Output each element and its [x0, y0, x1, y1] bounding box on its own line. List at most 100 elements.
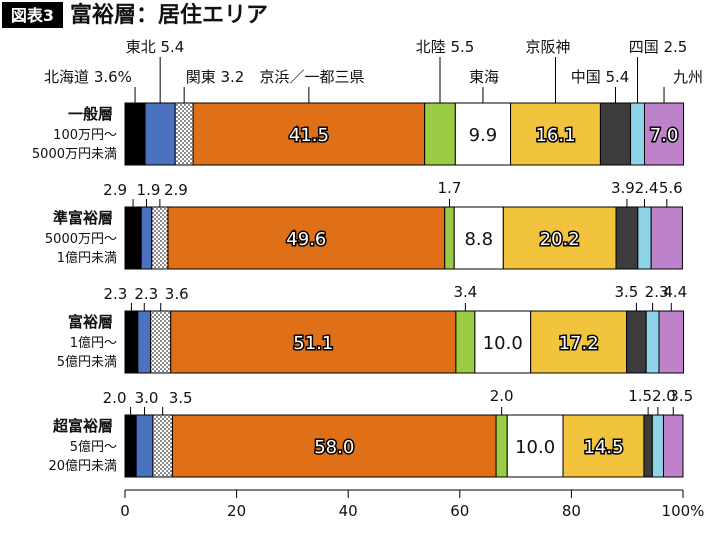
category-label: 超富裕層	[52, 417, 113, 435]
bar-segment-keihanshin	[562, 414, 645, 478]
bar-value-label: 2.3	[645, 283, 669, 301]
bar-value-label: 16.1	[535, 125, 575, 146]
bar-segment-keihanshin	[510, 102, 601, 166]
category-label: 一般層	[68, 105, 113, 123]
bar-segment-hokkaido	[124, 206, 142, 270]
bar-segment-kanto	[151, 206, 169, 270]
bar-value-label: 41.5	[289, 125, 329, 146]
legend-label-chugoku: 中国 5.4	[571, 68, 630, 86]
bar-value-label: 3.9	[611, 179, 635, 197]
bar-segment-tohoku	[144, 102, 176, 166]
bar-segment-kyushu	[658, 310, 685, 374]
bar-value-label: 20.2	[540, 229, 580, 250]
bar-value-label: 3.5	[669, 387, 693, 405]
chart-header: 図表3 富裕層：居住エリア	[2, 2, 268, 28]
bar-segment-hokkaido	[124, 102, 146, 166]
x-axis-tick-label: 20	[227, 502, 246, 520]
bar-value-label: 2.9	[103, 181, 127, 199]
category-sublabel: 5億円未満	[57, 354, 117, 370]
legend-label-shikoku: 四国 2.5	[629, 38, 688, 56]
bar-value-label: 2.4	[635, 179, 659, 197]
bar-value-label: 2.0	[652, 387, 676, 405]
bar-segment-kanto	[150, 310, 172, 374]
bar-segment-hokkaido	[124, 310, 139, 374]
bar-segment-tokai	[453, 206, 504, 270]
bar-value-label: 4.4	[663, 283, 687, 301]
bar-segment-chugoku	[626, 310, 647, 374]
x-axis-tick-label: 0	[120, 502, 130, 520]
bar-value-label: 2.3	[103, 285, 127, 303]
bar-value-label: 9.9	[469, 125, 498, 146]
legend-label-keihanshin: 京阪神	[525, 38, 570, 56]
bar-value-label: 2.0	[103, 389, 127, 407]
legend-label-tokai: 東海	[469, 68, 499, 86]
bar-value-label: 1.7	[438, 179, 462, 197]
category-label: 富裕層	[68, 313, 113, 331]
bar-segment-shikoku	[645, 310, 660, 374]
bar-segment-hokuriku	[495, 414, 508, 478]
category-sublabel: 5億円～	[70, 439, 117, 455]
bar-segment-shikoku	[651, 414, 664, 478]
bar-value-label: 14.5	[583, 437, 623, 458]
bar-segment-keihin	[171, 414, 497, 478]
category-label: 準富裕層	[53, 209, 113, 227]
plot-area: 41.5 9.9 16.1 7.0 一般層 100万円～ 5000万円未満 49.6 8.8 20…	[32, 38, 705, 520]
bar-segment-keihanshin	[530, 310, 628, 374]
bar-value-label: 1.5	[628, 387, 652, 405]
legend-label-hokkaido: 北海道 3.6%	[44, 68, 132, 86]
bar-segment-chugoku	[643, 414, 653, 478]
bar-segment-hokkaido	[124, 414, 137, 478]
bar-value-label: 10.0	[483, 333, 523, 354]
bar-value-label: 3.5	[614, 283, 638, 301]
bar-value-label: 58.0	[314, 437, 354, 458]
bar-value-label: 2.0	[490, 387, 514, 405]
x-axis-tick-label: 40	[339, 502, 358, 520]
legend-label-keihin: 京浜／一都三県	[259, 68, 364, 86]
bar-value-label: 3.4	[453, 283, 477, 301]
bar-segment-shikoku	[637, 206, 652, 270]
bar-segment-tohoku	[137, 310, 152, 374]
category-sublabel: 5000万円～	[45, 232, 117, 247]
chart-title: 富裕層：居住エリア	[70, 2, 268, 28]
bar-segment-keihanshin	[502, 206, 617, 270]
bar-segment-hokuriku	[455, 310, 476, 374]
bar-value-label: 49.6	[286, 229, 326, 250]
legend-label-hokuriku: 北陸 5.5	[416, 38, 475, 56]
bar-segment-tokai	[506, 414, 564, 478]
x-axis-tick-label: 80	[562, 502, 581, 520]
bar-value-label: 1.9	[137, 181, 161, 199]
bar-segment-kyushu	[650, 206, 683, 270]
legend-label-kyushu: 九州	[673, 68, 703, 86]
bar-segment-hokuriku	[424, 102, 456, 166]
category-sublabel: 1億円未満	[57, 250, 117, 266]
bar-segment-hokuriku	[444, 206, 455, 270]
category-sublabel: 100万円～	[53, 128, 117, 143]
bar-value-label: 17.2	[559, 333, 599, 354]
bar-segment-keihin	[192, 102, 426, 166]
bar-segment-kanto	[174, 102, 194, 166]
bar-segment-keihin	[170, 310, 457, 374]
bar-value-label: 3.0	[135, 389, 159, 407]
bar-segment-chugoku	[615, 206, 639, 270]
category-sublabel: 1億円～	[70, 335, 117, 351]
bar-value-label: 3.6	[165, 285, 189, 303]
bar-value-label: 3.5	[169, 389, 193, 407]
legend-label-tohoku: 東北 5.4	[126, 38, 185, 56]
bar-segment-keihin	[167, 206, 446, 270]
x-axis-tick-label: 60	[450, 502, 469, 520]
bar-segment-shikoku	[630, 102, 645, 166]
bar-segment-tohoku	[135, 414, 154, 478]
bar-value-label: 8.8	[464, 229, 493, 250]
bar-value-label: 10.0	[515, 437, 555, 458]
bar-value-label: 51.1	[293, 333, 333, 354]
bar-segment-kanto	[152, 414, 173, 478]
bar-value-label: 2.3	[134, 285, 158, 303]
bar-segment-kyushu	[643, 102, 685, 166]
bar-value-label: 5.6	[659, 179, 683, 197]
category-sublabel: 5000万円未満	[32, 147, 117, 162]
category-sublabel: 20億円未満	[48, 458, 117, 474]
bar-value-label: 7.0	[650, 125, 679, 146]
figure-badge	[2, 2, 63, 28]
legend-label-kanto: 関東 3.2	[186, 68, 245, 86]
